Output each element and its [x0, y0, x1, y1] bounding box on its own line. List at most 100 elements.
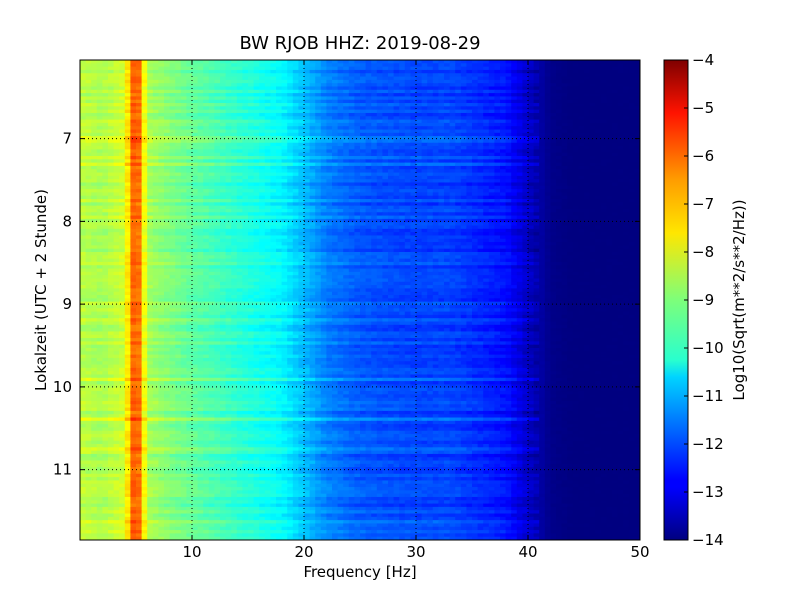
heatmap-cell [169, 79, 176, 84]
heatmap-cell [365, 132, 372, 137]
heatmap-cell [528, 199, 535, 203]
heatmap-cell [449, 106, 456, 111]
heatmap-cell [164, 83, 171, 88]
heatmap-cell [320, 136, 327, 141]
heatmap-cell [606, 146, 613, 150]
heatmap-cell [309, 149, 316, 154]
heatmap-cell [287, 73, 294, 78]
heatmap-cell [253, 76, 260, 81]
heatmap-cell [208, 146, 215, 150]
heatmap-cell [371, 172, 378, 177]
heatmap-cell [320, 126, 327, 131]
heatmap-cell [567, 89, 574, 94]
heatmap-cell [242, 212, 249, 217]
heatmap-cell [410, 185, 417, 190]
heatmap-cell [337, 69, 344, 74]
heatmap-cell [382, 109, 389, 114]
heatmap-cell [567, 165, 574, 170]
heatmap-cell [600, 175, 607, 180]
heatmap-cell [270, 86, 277, 91]
heatmap-cell [589, 146, 596, 150]
heatmap-cell [96, 179, 103, 184]
heatmap-cell [466, 208, 473, 213]
heatmap-cell [421, 149, 428, 154]
heatmap-cell [393, 122, 400, 127]
heatmap-cell [410, 132, 417, 137]
heatmap-cell [248, 172, 255, 177]
heatmap-cell [281, 106, 288, 111]
heatmap-cell [270, 109, 277, 114]
heatmap-cell [259, 136, 266, 141]
heatmap-cell [360, 142, 367, 147]
heatmap-cell [186, 129, 193, 134]
heatmap-cell [276, 109, 283, 114]
heatmap-cell [432, 69, 439, 74]
heatmap-cell [595, 93, 602, 98]
heatmap-cell [494, 162, 501, 167]
heatmap-cell [544, 73, 551, 78]
heatmap-cell [108, 165, 115, 170]
heatmap-cell [147, 192, 154, 197]
heatmap-cell [236, 172, 243, 177]
heatmap-cell [600, 112, 607, 117]
heatmap-cell [253, 189, 260, 194]
heatmap-cell [539, 116, 546, 121]
heatmap-cell [287, 152, 294, 157]
heatmap-cell [421, 93, 428, 98]
heatmap-cell [432, 172, 439, 177]
heatmap-cell [600, 99, 607, 104]
heatmap-cell [164, 165, 171, 170]
heatmap-cell [477, 165, 484, 170]
heatmap-cell [337, 212, 344, 217]
heatmap-cell [404, 149, 411, 154]
heatmap-cell [197, 66, 204, 71]
heatmap-cell [500, 93, 507, 98]
heatmap-cell [360, 126, 367, 131]
heatmap-cell [80, 182, 87, 187]
heatmap-cell [136, 69, 143, 74]
heatmap-cell [152, 122, 159, 127]
heatmap-cell [399, 192, 406, 197]
heatmap-cell [169, 202, 176, 207]
heatmap-cell [376, 73, 383, 78]
heatmap-cell [572, 126, 579, 131]
heatmap-cell [270, 142, 277, 147]
heatmap-cell [444, 192, 451, 197]
heatmap-cell [136, 192, 143, 197]
heatmap-cell [466, 60, 473, 64]
heatmap-cell [175, 195, 182, 200]
heatmap-cell [315, 199, 322, 203]
heatmap-cell [281, 109, 288, 114]
heatmap-cell [315, 66, 322, 71]
heatmap-cell [567, 208, 574, 213]
heatmap-cell [298, 109, 305, 114]
heatmap-cell [141, 182, 148, 187]
heatmap-cell [264, 60, 271, 64]
heatmap-cell [477, 66, 484, 71]
heatmap-cell [287, 103, 294, 107]
heatmap-cell [438, 136, 445, 141]
heatmap-cell [572, 202, 579, 207]
heatmap-cell [208, 169, 215, 174]
heatmap-cell [410, 195, 417, 200]
heatmap-cell [147, 103, 154, 107]
heatmap-cell [365, 66, 372, 71]
heatmap-cell [488, 79, 495, 84]
heatmap-cell [136, 162, 143, 167]
heatmap-cell [376, 156, 383, 160]
heatmap-cell [421, 136, 428, 141]
heatmap-cell [158, 79, 165, 84]
heatmap-cell [561, 208, 568, 213]
heatmap-cell [410, 76, 417, 81]
heatmap-cell [360, 215, 367, 220]
heatmap-cell [141, 185, 148, 190]
heatmap-cell [628, 103, 635, 107]
heatmap-cell [584, 132, 591, 137]
heatmap-cell [304, 129, 311, 134]
heatmap-cell [231, 93, 238, 98]
heatmap-cell [85, 103, 92, 107]
heatmap-cell [315, 165, 322, 170]
heatmap-cell [287, 129, 294, 134]
heatmap-cell [393, 142, 400, 147]
heatmap-cell [298, 175, 305, 180]
